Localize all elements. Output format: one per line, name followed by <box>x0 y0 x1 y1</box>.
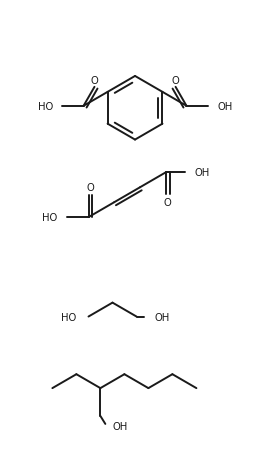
Text: O: O <box>164 198 171 208</box>
Text: OH: OH <box>112 421 128 431</box>
Text: HO: HO <box>61 312 77 322</box>
Text: O: O <box>91 76 98 86</box>
Text: OH: OH <box>194 168 209 178</box>
Text: OH: OH <box>154 312 169 322</box>
Text: O: O <box>87 183 94 193</box>
Text: O: O <box>172 76 179 86</box>
Text: HO: HO <box>42 213 57 223</box>
Text: OH: OH <box>217 101 232 111</box>
Text: HO: HO <box>38 101 53 111</box>
